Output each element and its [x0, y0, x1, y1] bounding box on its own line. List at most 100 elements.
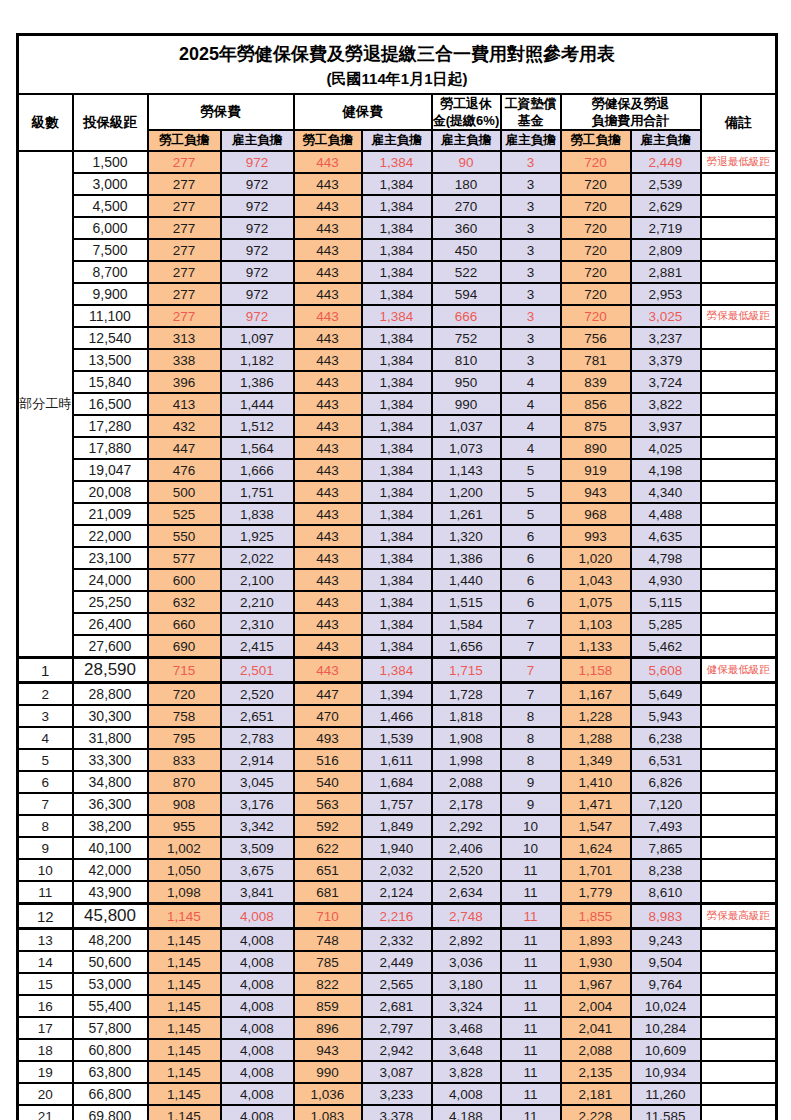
- level-cell: 5: [18, 749, 73, 771]
- value-total-employer: 5,462: [631, 635, 701, 658]
- table-row: 634,8008703,0455401,6842,08891,4106,826: [18, 771, 777, 793]
- bracket-cell: 12,540: [73, 327, 148, 349]
- bracket-cell: 26,400: [73, 613, 148, 635]
- value-health-employee: 443: [294, 525, 362, 547]
- value-labor-employee: 1,145: [148, 973, 221, 995]
- value-health-employer: 1,384: [362, 393, 432, 415]
- value-total-employer: 8,610: [631, 881, 701, 904]
- remark-cell: [701, 591, 777, 613]
- page: 2025年勞健保保費及勞退提繳三合一費用對照參考用表 (民國114年1月1日起)…: [0, 33, 791, 1120]
- value-pension-employer: 1,656: [432, 635, 501, 658]
- value-pension-employer: 3,324: [432, 995, 501, 1017]
- value-pension-employer: 2,748: [432, 904, 501, 929]
- value-pension-employer: 1,037: [432, 415, 501, 437]
- remark-cell: 勞保最高級距: [701, 904, 777, 929]
- value-total-employer: 2,719: [631, 217, 701, 239]
- value-labor-employee: 550: [148, 525, 221, 547]
- page-subtitle: (民國114年1月1日起): [19, 68, 775, 90]
- value-health-employer: 1,384: [362, 437, 432, 459]
- remark-cell: [701, 261, 777, 283]
- bracket-cell: 36,300: [73, 793, 148, 815]
- value-total-employee: 2,041: [561, 1017, 631, 1039]
- header-labor-employee: 勞工負擔: [148, 130, 221, 151]
- value-total-employer: 2,881: [631, 261, 701, 283]
- table-row: 8,7002779724431,38452237202,881: [18, 261, 777, 283]
- value-labor-employer: 3,176: [221, 793, 294, 815]
- value-total-employee: 1,893: [561, 929, 631, 952]
- remark-cell: [701, 705, 777, 727]
- value-wage-fund-employer: 3: [501, 239, 561, 261]
- value-labor-employee: 1,050: [148, 859, 221, 881]
- bracket-cell: 34,800: [73, 771, 148, 793]
- table-row: 533,3008332,9145161,6111,99881,3496,531: [18, 749, 777, 771]
- value-health-employer: 2,216: [362, 904, 432, 929]
- level-cell: 9: [18, 837, 73, 859]
- level-cell: 10: [18, 859, 73, 881]
- value-labor-employee: 870: [148, 771, 221, 793]
- value-pension-employer: 2,088: [432, 771, 501, 793]
- table-row: 27,6006902,4154431,3841,65671,1335,462: [18, 635, 777, 658]
- value-total-employee: 1,043: [561, 569, 631, 591]
- remark-cell: [701, 995, 777, 1017]
- level-cell: 18: [18, 1039, 73, 1061]
- value-health-employer: 2,681: [362, 995, 432, 1017]
- value-health-employee: 443: [294, 658, 362, 683]
- value-health-employee: 443: [294, 547, 362, 569]
- value-health-employee: 443: [294, 217, 362, 239]
- level-cell: 13: [18, 929, 73, 952]
- value-total-employer: 10,934: [631, 1061, 701, 1083]
- value-health-employee: 443: [294, 173, 362, 195]
- header-wage-fund-line2: 基金: [502, 112, 560, 129]
- remark-cell: [701, 951, 777, 973]
- value-pension-employer: 810: [432, 349, 501, 371]
- remark-cell: [701, 195, 777, 217]
- value-pension-employer: 594: [432, 283, 501, 305]
- value-health-employer: 1,684: [362, 771, 432, 793]
- value-wage-fund-employer: 9: [501, 771, 561, 793]
- value-labor-employee: 1,145: [148, 951, 221, 973]
- value-labor-employee: 277: [148, 195, 221, 217]
- value-labor-employer: 2,210: [221, 591, 294, 613]
- value-labor-employee: 600: [148, 569, 221, 591]
- value-total-employer: 9,243: [631, 929, 701, 952]
- value-wage-fund-employer: 7: [501, 613, 561, 635]
- header-pension-line2: 金(提繳6%): [433, 112, 500, 129]
- value-total-employer: 2,539: [631, 173, 701, 195]
- value-total-employee: 1,779: [561, 881, 631, 904]
- level-cell: 20: [18, 1083, 73, 1105]
- value-pension-employer: 1,386: [432, 547, 501, 569]
- value-labor-employer: 972: [221, 173, 294, 195]
- value-total-employee: 720: [561, 283, 631, 305]
- bracket-cell: 69,800: [73, 1105, 148, 1120]
- bracket-cell: 17,280: [73, 415, 148, 437]
- value-health-employee: 540: [294, 771, 362, 793]
- value-health-employee: 651: [294, 859, 362, 881]
- value-health-employer: 2,124: [362, 881, 432, 904]
- value-pension-employer: 1,515: [432, 591, 501, 613]
- value-health-employer: 1,757: [362, 793, 432, 815]
- value-wage-fund-employer: 6: [501, 591, 561, 613]
- bracket-cell: 57,800: [73, 1017, 148, 1039]
- value-health-employer: 1,849: [362, 815, 432, 837]
- table-row: 9,9002779724431,38459437202,953: [18, 283, 777, 305]
- header-health-employer: 雇主負擔: [362, 130, 432, 151]
- value-total-employee: 1,547: [561, 815, 631, 837]
- value-labor-employer: 4,008: [221, 1083, 294, 1105]
- remark-cell: [701, 613, 777, 635]
- remark-cell: [701, 327, 777, 349]
- value-pension-employer: 270: [432, 195, 501, 217]
- value-total-employee: 875: [561, 415, 631, 437]
- table-row: 15,8403961,3864431,38495048393,724: [18, 371, 777, 393]
- value-labor-employer: 3,342: [221, 815, 294, 837]
- value-labor-employer: 1,444: [221, 393, 294, 415]
- table-row: 16,5004131,4444431,38499048563,822: [18, 393, 777, 415]
- value-health-employer: 1,384: [362, 459, 432, 481]
- value-labor-employer: 1,097: [221, 327, 294, 349]
- value-labor-employee: 432: [148, 415, 221, 437]
- remark-cell: [701, 283, 777, 305]
- value-total-employee: 1,133: [561, 635, 631, 658]
- value-total-employer: 3,025: [631, 305, 701, 327]
- value-health-employee: 443: [294, 349, 362, 371]
- value-labor-employer: 4,008: [221, 904, 294, 929]
- value-health-employer: 2,332: [362, 929, 432, 952]
